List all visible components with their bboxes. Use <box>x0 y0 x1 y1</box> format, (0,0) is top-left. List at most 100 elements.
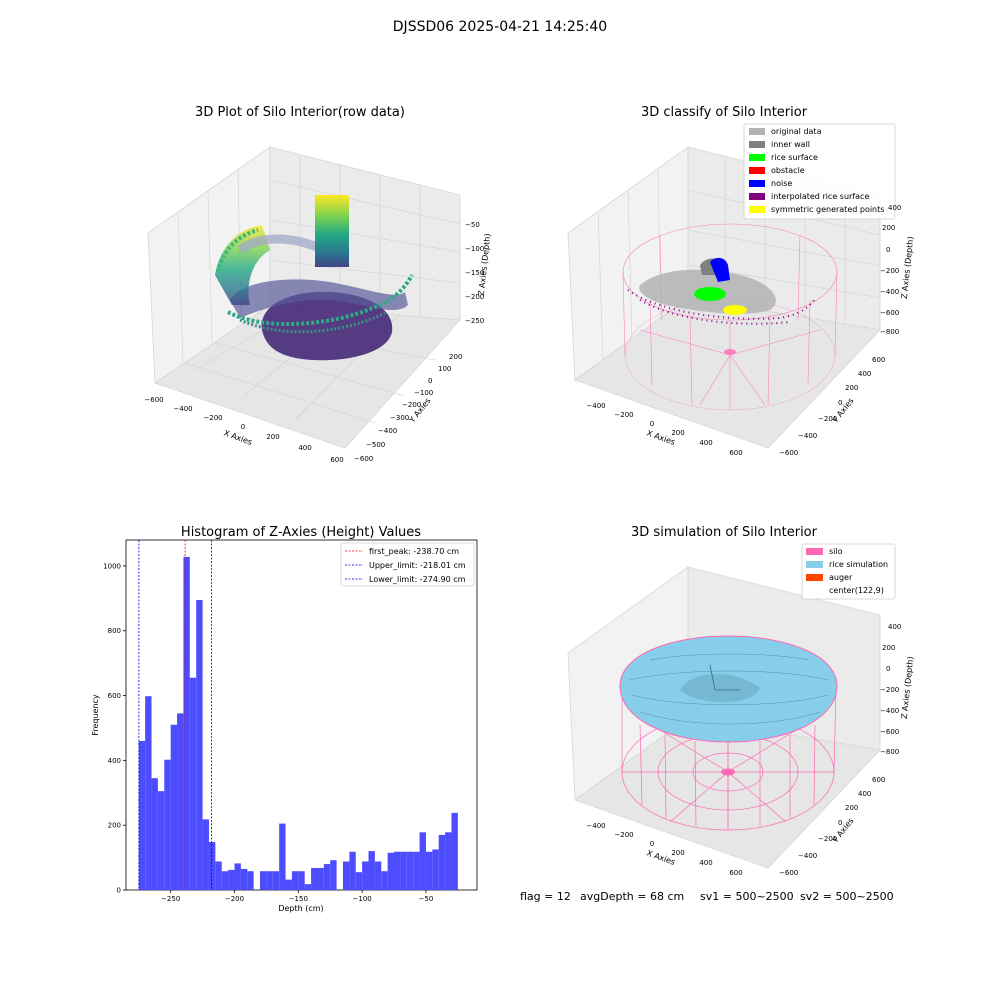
legend-swatch-rice-simulation <box>806 561 823 568</box>
histogram-bar <box>381 871 388 890</box>
raw-y-tick: −400 <box>378 427 397 435</box>
classify-z-ticks: 400 200 0 −200 −400 −600 −800 <box>880 204 901 336</box>
legend-label: inner wall <box>771 140 810 149</box>
histogram-bar <box>374 861 382 890</box>
legend-label: interpolated rice surface <box>771 192 869 201</box>
legend-swatch-silo <box>806 548 823 555</box>
classify-y-tick: 0 <box>838 399 842 407</box>
raw-x-tick: −400 <box>173 405 192 413</box>
simulation-y-ticks: −600 −400 −200 0 200 400 600 <box>779 776 885 877</box>
status-sv1: sv1 = 500~2500 <box>700 890 794 903</box>
raw-front-rim-2 <box>239 311 386 334</box>
histogram-bar <box>221 871 229 890</box>
histogram-bar <box>157 791 165 890</box>
panel-raw-3d: 3D Plot of Silo Interior(row data) −50 −… <box>144 105 492 464</box>
legend-label: original data <box>771 127 822 136</box>
status-flag: flag = 12 <box>520 890 571 903</box>
classify-y-tick: −200 <box>818 415 837 423</box>
simulation-y-tick: 600 <box>872 776 885 784</box>
simulation-y-tick: −600 <box>779 869 798 877</box>
classify-z-tick: −800 <box>880 328 899 336</box>
legend-frame <box>340 542 475 587</box>
raw-z-tick: −50 <box>465 221 480 229</box>
histogram-bar <box>151 778 158 890</box>
legend-swatch-interpolated <box>749 193 765 200</box>
histogram-bar <box>202 819 209 890</box>
simulation-x-tick: 600 <box>729 869 742 877</box>
simulation-x-tick: −400 <box>586 822 605 830</box>
histogram-bars <box>138 556 458 890</box>
raw-y-ticks: −600 −500 −400 −300 −200 −100 0 100 200 <box>354 353 462 463</box>
histogram-x-tick-label: −50 <box>419 895 434 903</box>
simulation-x-tick: −200 <box>614 831 633 839</box>
raw-y-tick: 200 <box>449 353 462 361</box>
histogram-x-tick-label: −100 <box>353 895 372 903</box>
panel-simulation-3d: 3D simulation of Silo Interior silo ri <box>567 525 916 877</box>
histogram-bar <box>234 863 241 890</box>
simulation-z-ticks: 400 200 0 −200 −400 −600 −800 <box>880 623 901 756</box>
raw-bowl-mid <box>230 279 408 318</box>
simulation-z-label: Z Axies (Depth) <box>900 656 916 719</box>
simulation-y-label: Y Axies <box>830 816 856 845</box>
histogram-bar <box>355 872 363 890</box>
status-footer: flag = 12 avgDepth = 68 cm sv1 = 500~250… <box>520 890 894 903</box>
histogram-bar <box>177 713 184 890</box>
histogram-bar <box>342 861 350 890</box>
histogram-bar <box>445 832 452 890</box>
legend-swatch-obstacle <box>749 167 765 174</box>
simulation-z-tick: −800 <box>880 748 899 756</box>
raw-y-tick: −100 <box>414 389 433 397</box>
histogram-bar <box>272 871 280 890</box>
classified-points <box>627 257 816 325</box>
legend-swatch-auger <box>806 574 823 581</box>
panel-classify-3d: 3D classify of Silo Interior <box>567 105 915 457</box>
panel-classify-title: 3D classify of Silo Interior <box>641 105 808 120</box>
histogram-bar <box>164 759 171 890</box>
classify-z-tick: −200 <box>880 267 899 275</box>
raw-y-tick: −500 <box>366 441 385 449</box>
histogram-bar <box>260 871 267 890</box>
raw-z-tick: −250 <box>465 317 484 325</box>
raw-front-rim <box>227 274 414 327</box>
simulation-z-tick: 200 <box>882 644 895 652</box>
classify-z-tick: 200 <box>882 224 895 232</box>
histogram-bar <box>189 677 197 890</box>
classify-y-label: Y Axies <box>830 396 856 425</box>
pane-floor <box>574 717 881 869</box>
status-sv2: sv2 = 500~2500 <box>800 890 894 903</box>
classify-y-ticks: −600 −400 −200 0 200 400 600 <box>779 356 885 457</box>
raw-y-tick: 100 <box>438 365 451 373</box>
classify-x-tick: 600 <box>729 449 742 457</box>
histogram-bar <box>317 867 324 890</box>
raw-x-tick: 0 <box>241 423 245 431</box>
histogram-bar <box>368 851 375 890</box>
simulation-z-tick: 400 <box>888 623 901 631</box>
classify-z-tick: 400 <box>888 204 901 212</box>
panel-histogram: Histogram of Z-Axies (Height) Values −25… <box>91 525 478 913</box>
simulation-z-tick: −200 <box>880 686 899 694</box>
histogram-bar <box>145 696 152 890</box>
simulation-y-tick: 400 <box>858 790 871 798</box>
noise-cluster <box>710 257 730 282</box>
simulation-y-tick: −400 <box>798 852 817 860</box>
raw-point-cloud <box>215 195 414 361</box>
simulation-x-tick: 0 <box>650 840 654 848</box>
histogram-bar <box>138 740 146 890</box>
histogram-bar <box>400 851 407 890</box>
classify-z-tick: −600 <box>880 309 899 317</box>
histogram-x-tick-label: −250 <box>161 895 180 903</box>
classify-y-tick: −600 <box>779 449 798 457</box>
legend-swatch-symmetric <box>749 206 765 213</box>
classify-x-ticks: −400 −200 0 200 400 600 <box>586 402 742 457</box>
raw-z-tick: −150 <box>465 269 484 277</box>
silo-floor-center <box>721 768 735 776</box>
legend-label: first_peak: -238.70 cm <box>369 547 459 556</box>
histogram-bar <box>387 852 395 890</box>
legend-frame <box>743 123 896 220</box>
histogram-bar <box>438 834 446 890</box>
histogram-bar <box>279 823 286 890</box>
interpolated-surface <box>627 289 816 320</box>
rice-surface-mesh <box>629 653 829 725</box>
classify-legend: original data inner wall rice surface ob… <box>743 123 896 220</box>
simulation-z-tick: −400 <box>880 707 899 715</box>
